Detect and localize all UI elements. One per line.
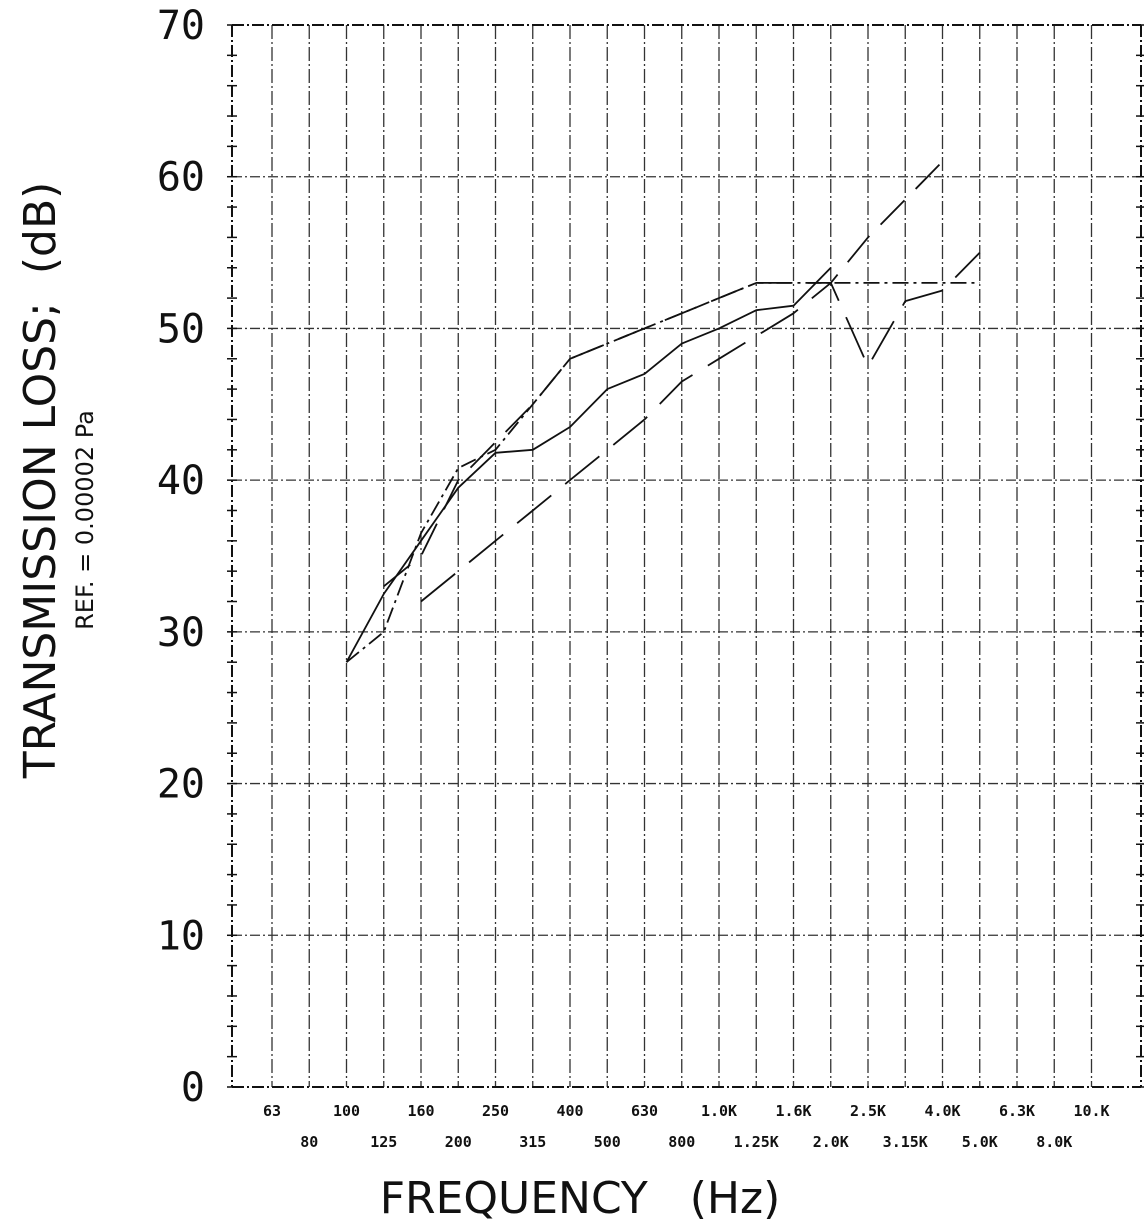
series-line-dashed [420, 251, 981, 603]
y-tick-label: 60 [157, 155, 205, 201]
x-tick-label-bottom: 2.0K [813, 1133, 849, 1151]
y-tick-label: 10 [157, 913, 205, 959]
y-tick-label: 40 [157, 458, 205, 504]
x-tick-label-top: 630 [631, 1102, 658, 1120]
x-tick-label-top: 100 [333, 1102, 360, 1120]
x-tick-label-top: 10.K [1073, 1102, 1109, 1120]
plot-frame [231, 24, 1142, 1088]
x-tick-label-bottom: 80 [300, 1133, 318, 1151]
y-tick-label: 0 [181, 1065, 205, 1111]
x-tick-label-top: 2.5K [850, 1102, 886, 1120]
x-tick-label-top: 63 [263, 1102, 281, 1120]
x-tick-label-top: 160 [407, 1102, 434, 1120]
x-tick-label-top: 4.0K [924, 1102, 960, 1120]
y-axis-title: TRANSMISSION LOSS; (dB) [15, 182, 66, 780]
x-tick-label-bottom: 3.15K [883, 1133, 928, 1151]
series-line-dash-dot [345, 281, 980, 663]
x-tick-label-top: 1.0K [701, 1102, 737, 1120]
x-tick-label-top: 1.6K [775, 1102, 811, 1120]
y-tick-label: 20 [157, 762, 205, 808]
x-tick-label-top: 250 [482, 1102, 509, 1120]
y-tick-labels: 0 10 20 30 40 50 60 70 [157, 3, 205, 1111]
x-tick-label-bottom: 200 [445, 1133, 472, 1151]
y-tick-label: 30 [157, 610, 205, 656]
x-tick-label-bottom: 500 [594, 1133, 621, 1151]
series-layer [345, 160, 981, 663]
x-axis-title: FREQUENCY (Hz) [380, 1173, 781, 1224]
x-tick-label-bottom: 800 [668, 1133, 695, 1151]
y-tick-label: 70 [157, 3, 205, 49]
series-line-long-dash [383, 160, 944, 587]
y-axis-subtitle: REF. = 0.00002 Pa [71, 410, 99, 630]
series-line-solid [345, 267, 832, 663]
x-tick-label-bottom: 5.0K [962, 1133, 998, 1151]
y-minor-ticks [227, 24, 1144, 1088]
x-tick-label-bottom: 125 [370, 1133, 397, 1151]
x-tick-label-top: 6.3K [999, 1102, 1035, 1120]
x-tick-label-bottom: 1.25K [734, 1133, 779, 1151]
x-tick-label-bottom: 8.0K [1036, 1133, 1072, 1151]
x-tick-label-bottom: 315 [519, 1133, 546, 1151]
y-tick-label: 50 [157, 306, 205, 352]
grid [232, 25, 1141, 1087]
x-tick-label-top: 400 [556, 1102, 583, 1120]
x-tick-labels: 63 100 160 250 400 630 1.0K 1.6K 2.5K 4.0K 6.3K 10.… [263, 1102, 1110, 1151]
